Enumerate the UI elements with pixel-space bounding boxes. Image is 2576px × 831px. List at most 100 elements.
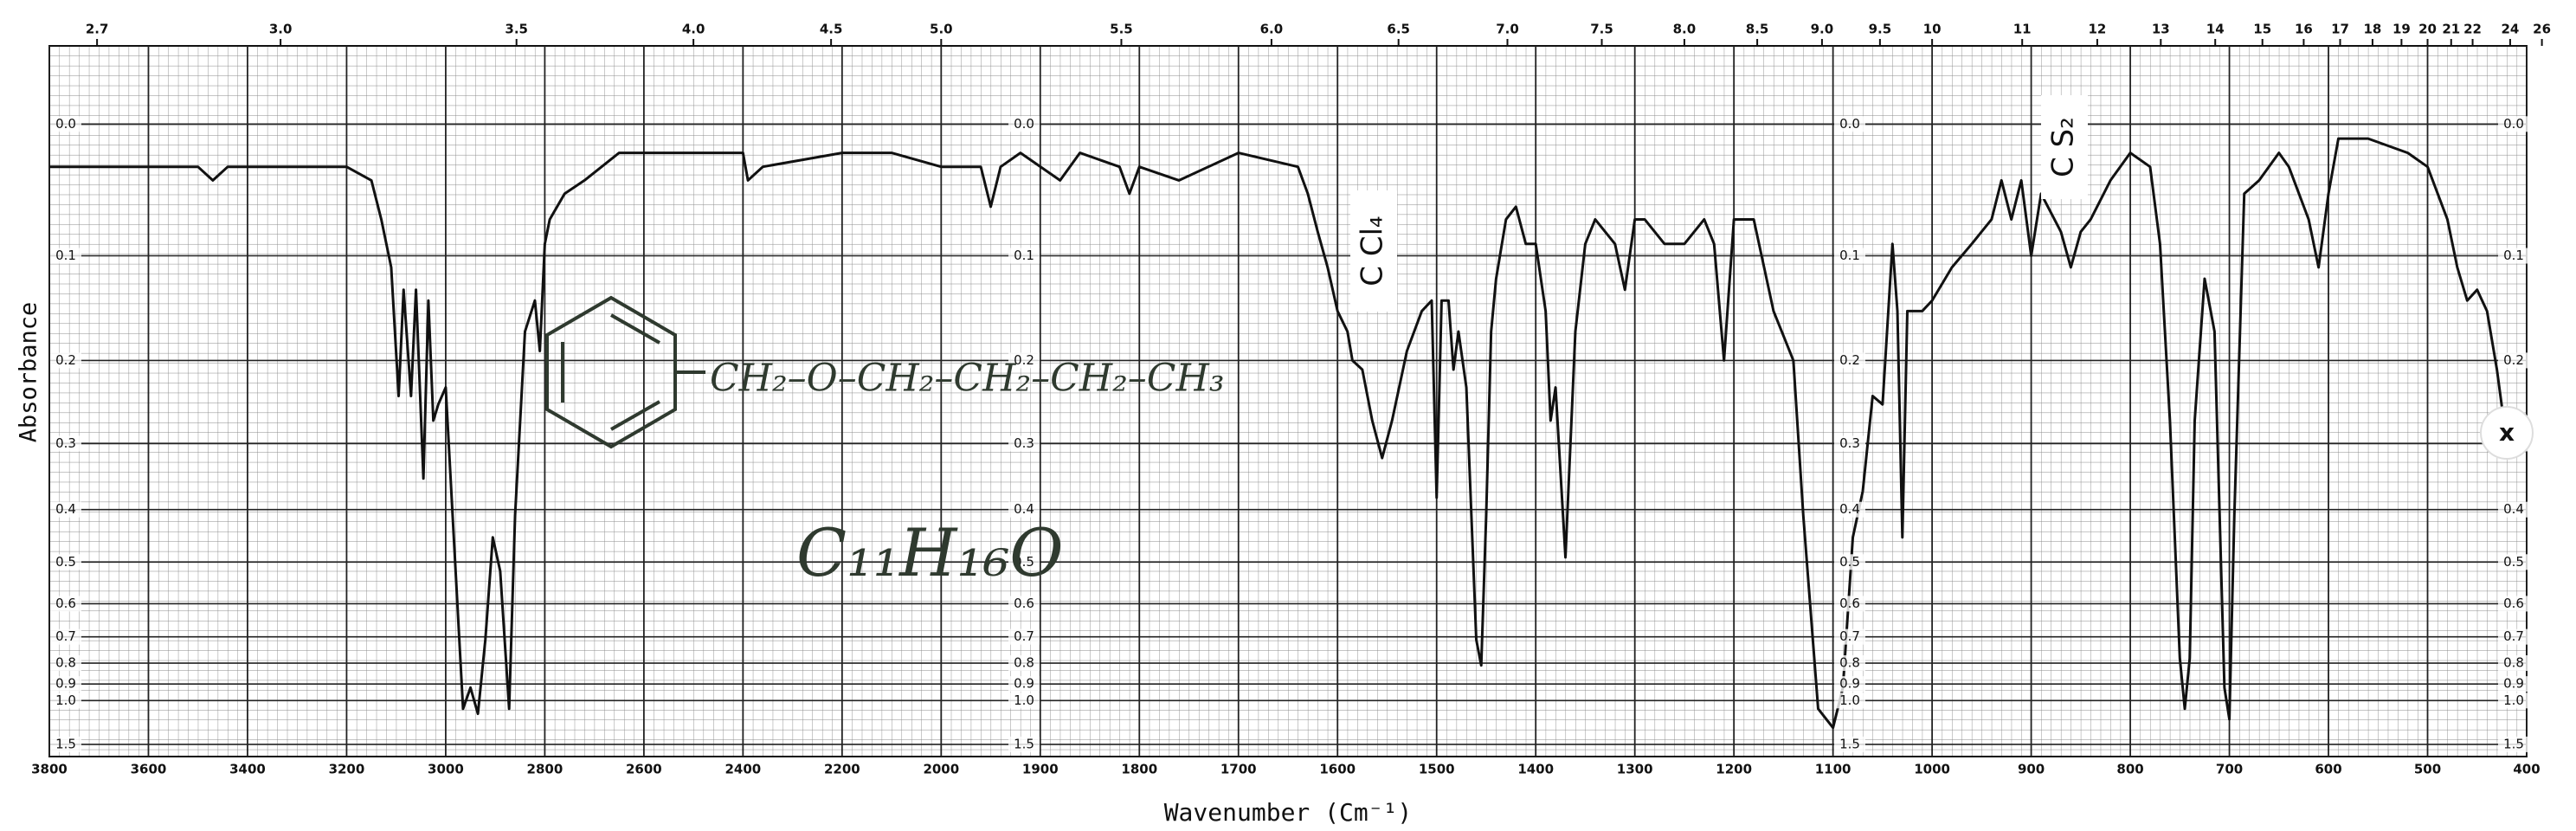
y-tick-label: 0.8: [1014, 655, 1034, 671]
y-tick-label-bg: [1008, 655, 1040, 672]
y-tick-label-bg: [1008, 596, 1040, 612]
y-tick-label: 0.0: [2503, 116, 2524, 132]
y-tick-label: 0.0: [1014, 116, 1034, 132]
x-tick-label: 400: [2513, 762, 2540, 777]
y-tick-label-bg: [2498, 352, 2529, 369]
y-tick-label: 0.4: [55, 501, 76, 517]
y-tick-label-bg: [50, 692, 81, 709]
x-tick-label: 500: [2414, 762, 2441, 777]
y-tick-label-bg: [2498, 736, 2529, 752]
y-tick-label-bg: [50, 736, 81, 752]
top-tick-label: 6.5: [1387, 22, 1410, 37]
y-tick-label-bg: [1834, 596, 1865, 612]
x-tick-label: 2400: [724, 762, 761, 777]
y-tick-label-bg: [50, 554, 81, 570]
structure-drawing: [545, 295, 705, 449]
top-tick-label: 20: [2418, 22, 2437, 37]
y-tick-label: 0.6: [1014, 596, 1034, 611]
top-tick-label: 16: [2295, 22, 2313, 37]
top-tick-label: 24: [2501, 22, 2519, 37]
y-tick-label-bg: [50, 116, 81, 132]
y-tick-label: 0.2: [1839, 352, 1860, 368]
y-tick-label-bg: [2498, 501, 2529, 518]
top-tick-label: 3.5: [505, 22, 528, 37]
top-tick-label: 13: [2152, 22, 2170, 37]
y-tick-label-bg: [1834, 501, 1865, 518]
y-tick-label-bg: [2498, 676, 2529, 692]
line-layer: [49, 137, 2508, 730]
x-tick-label: 800: [2116, 762, 2143, 777]
y-tick-label: 0.9: [1839, 676, 1860, 692]
y-tick-label-bg: [1834, 116, 1865, 132]
spectrum-line: [49, 137, 2508, 730]
x-tick-label: 3000: [428, 762, 464, 777]
top-tick-label: 9.5: [1869, 22, 1892, 37]
x-tick-label: 2800: [527, 762, 564, 777]
y-tick-label: 0.4: [1014, 501, 1034, 517]
x-tick-label: 2200: [824, 762, 860, 777]
y-axis-title: Absorbance: [16, 302, 42, 443]
y-tick-label: 1.5: [1839, 736, 1860, 751]
y-tick-label: 1.5: [2503, 736, 2524, 751]
y-tick-label-bg: [50, 352, 81, 369]
top-tick-label: 15: [2253, 22, 2271, 37]
y-tick-label-bg: [1834, 554, 1865, 570]
x-tick-label: 1100: [1815, 762, 1852, 777]
y-tick-label: 0.1: [2503, 248, 2524, 263]
y-tick-label-bg: [1008, 736, 1040, 752]
y-tick-label: 0.5: [1014, 554, 1034, 570]
x-tick-label: 1500: [1419, 762, 1455, 777]
y-tick-label-bg: [2498, 692, 2529, 709]
y-tick-label: 0.9: [55, 676, 76, 692]
x-tick-label: 1200: [1716, 762, 1752, 777]
y-tick-label: 0.3: [55, 435, 76, 451]
y-tick-label-bg: [1834, 692, 1865, 709]
x-tick-label: 1800: [1121, 762, 1157, 777]
y-tick-label-bg: [2498, 554, 2529, 570]
y-tick-label-bg: [50, 676, 81, 692]
y-tick-label-bg: [1834, 655, 1865, 672]
y-tick-label-bg: [1834, 435, 1865, 452]
y-tick-label: 0.5: [55, 554, 76, 570]
y-tick-label-bg: [1834, 248, 1865, 264]
y-tick-label-bg: [1008, 554, 1040, 570]
y-tick-label: 0.2: [2503, 352, 2524, 368]
y-tick-label: 1.0: [55, 692, 76, 708]
y-tick-label-bg: [1834, 352, 1865, 369]
y-tick-label: 0.5: [1839, 554, 1860, 570]
y-tick-label-bg: [2498, 248, 2529, 264]
y-tick-label-bg: [2498, 628, 2529, 645]
y-tick-label: 1.5: [55, 736, 76, 751]
grid-layer: [48, 39, 2543, 757]
y-tick-label-bg: [50, 628, 81, 645]
y-tick-label: 0.2: [1014, 352, 1034, 368]
y-tick-label: 0.9: [1014, 676, 1034, 692]
x-tick-label: 600: [2315, 762, 2341, 777]
x-tick-label: 700: [2216, 762, 2243, 777]
y-tick-label: 0.6: [55, 596, 76, 611]
x-tick-label: 3200: [329, 762, 365, 777]
y-tick-label: 0.7: [2503, 628, 2524, 644]
top-tick-label: 6.0: [1260, 22, 1284, 37]
y-tick-label-bg: [1008, 435, 1040, 452]
y-tick-label: 0.4: [2503, 501, 2524, 517]
y-tick-label-bg: [2498, 655, 2529, 672]
x-tick-label: 1000: [1914, 762, 1950, 777]
y-tick-label: 1.5: [1014, 736, 1034, 751]
solvent-label-box: [1350, 190, 1397, 312]
top-tick-label: 14: [2206, 22, 2225, 37]
y-tick-label: 0.2: [55, 352, 76, 368]
y-tick-label: 0.3: [1014, 435, 1034, 451]
top-tick-label: 2.7: [86, 22, 109, 37]
y-tick-label: 0.8: [2503, 655, 2524, 671]
x-tick-label: 1700: [1220, 762, 1257, 777]
y-tick-label: 0.6: [1839, 596, 1860, 611]
y-tick-label-bg: [50, 655, 81, 672]
y-tick-label: 1.0: [1839, 692, 1860, 708]
x-tick-label: 3800: [31, 762, 68, 777]
top-tick-label: 19: [2392, 22, 2411, 37]
molecular-formula: C₁₁H₁₆O: [796, 514, 1064, 591]
y-tick-label-bg: [1834, 736, 1865, 752]
